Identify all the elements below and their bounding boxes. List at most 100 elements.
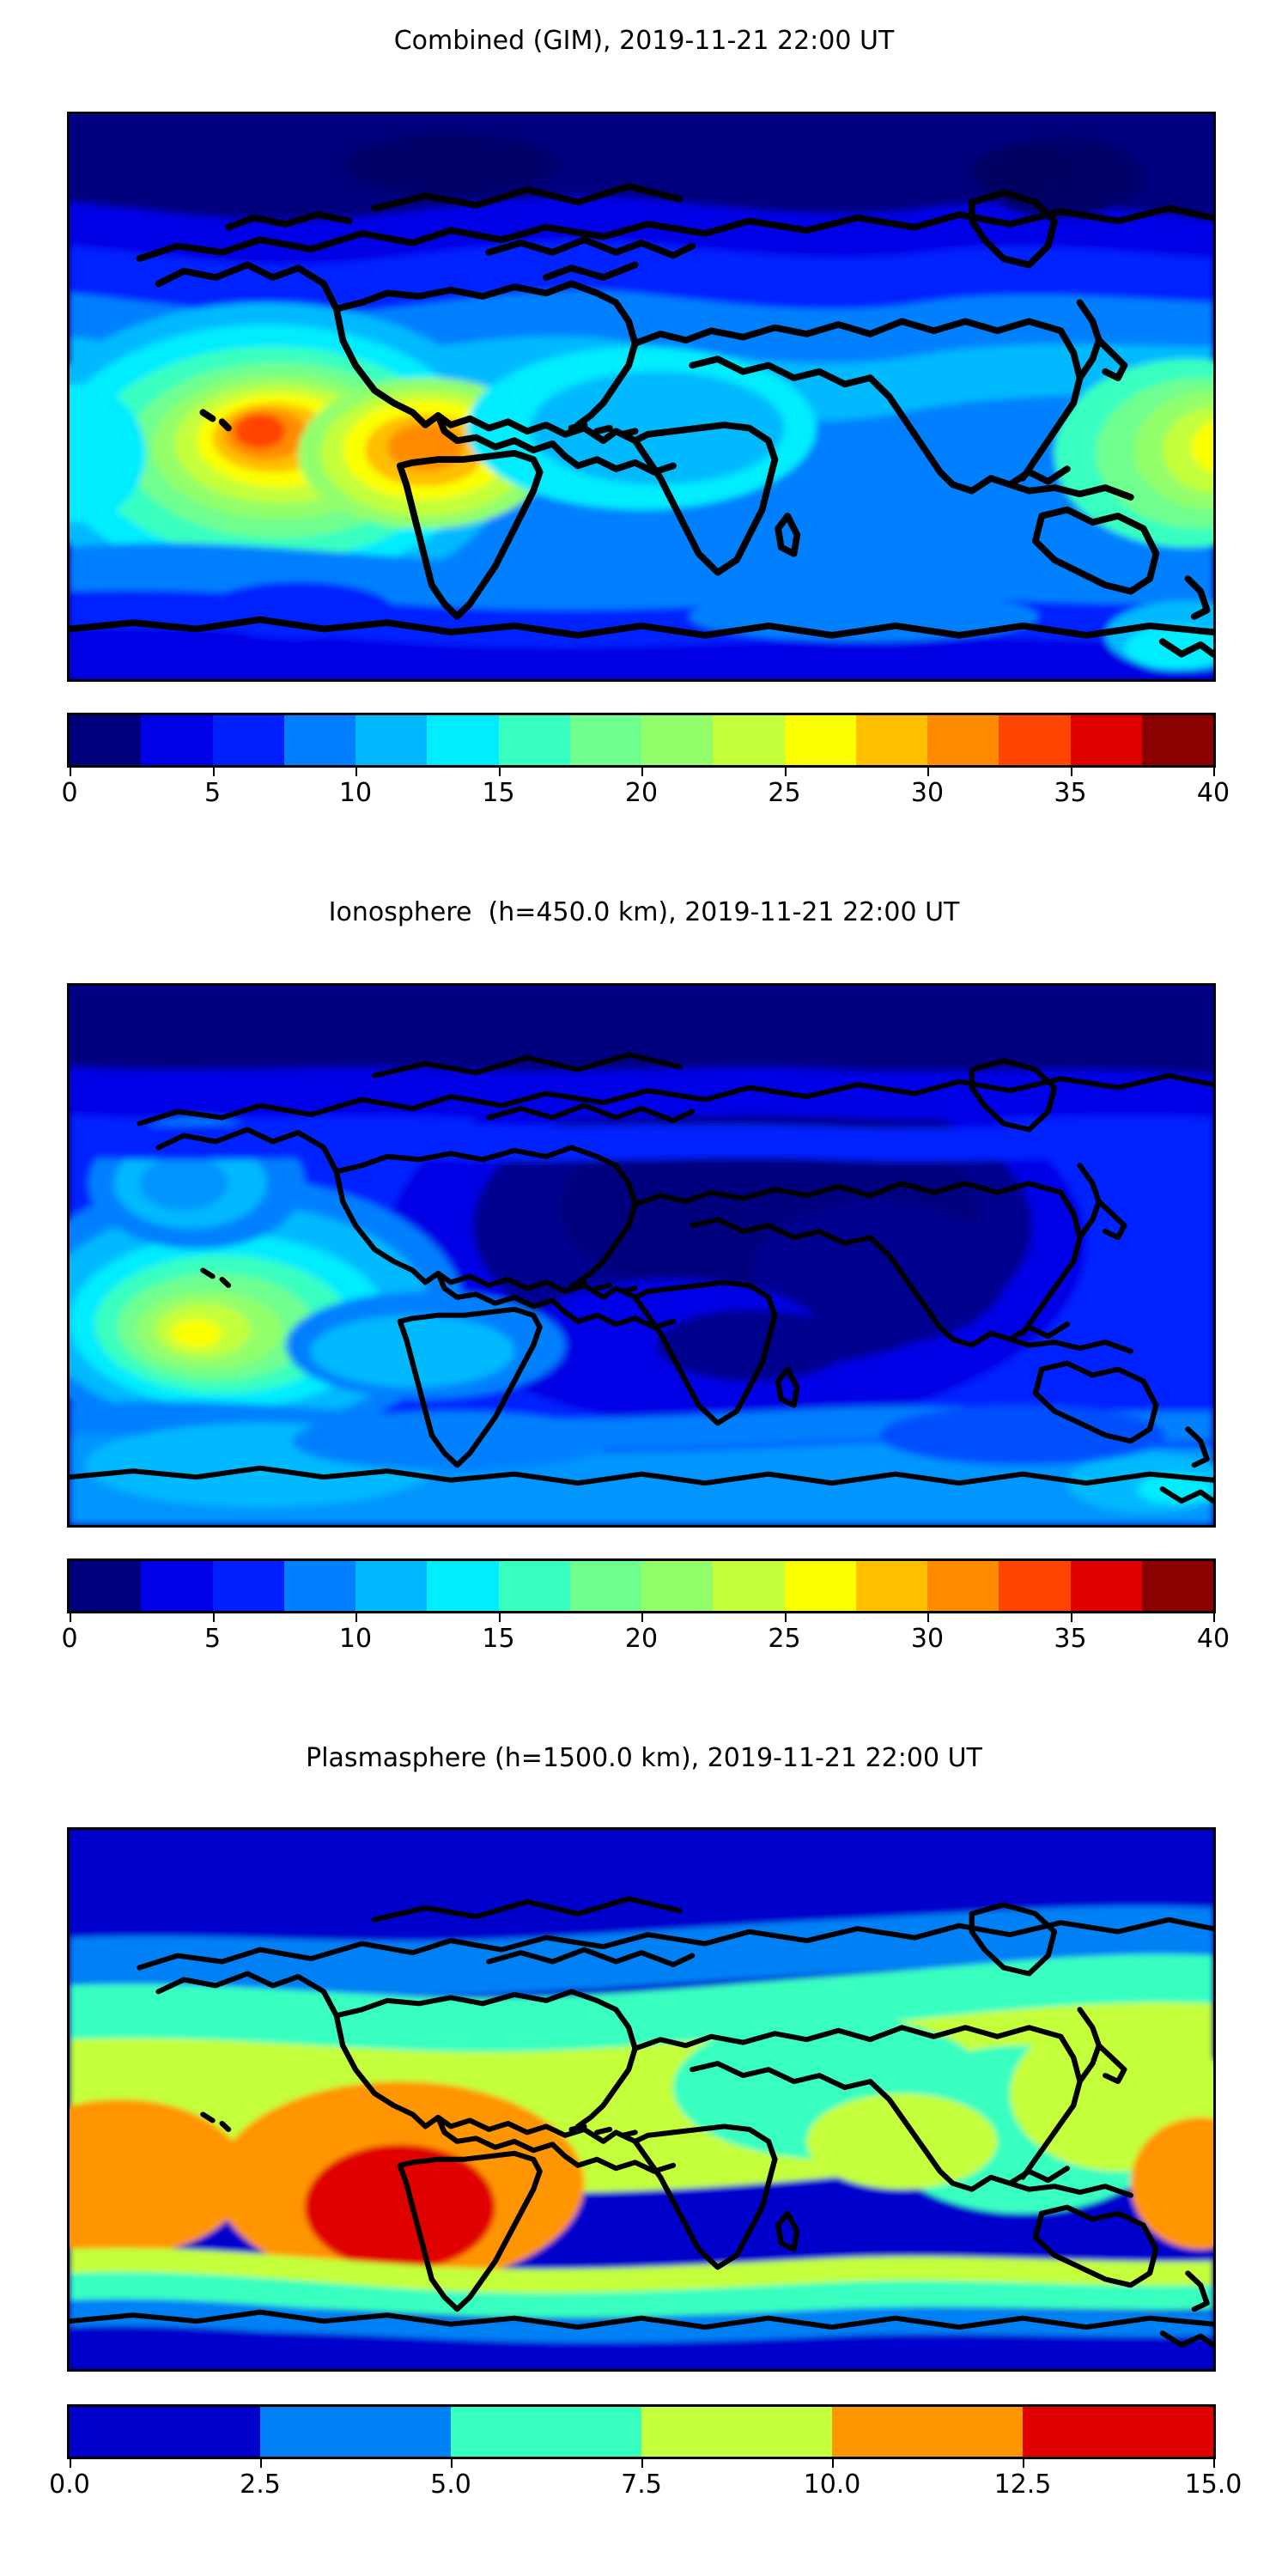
- colorbar-tick-label: 5: [204, 1624, 222, 1654]
- colorbar-segment: [999, 1561, 1071, 1611]
- colorbar-tick-label: 12.5: [993, 2470, 1052, 2500]
- coastline-overlay: [70, 183, 1213, 658]
- colorbar-tick-label: 35: [1054, 778, 1087, 808]
- panel-title-combined: Combined (GIM), 2019-11-21 22:00 UT: [393, 26, 895, 56]
- colorbar-tick: [1023, 2457, 1024, 2468]
- panel-combined: Combined (GIM), 2019-11-21 22:00 UT: [0, 26, 1288, 56]
- colorbar-segment: [1141, 715, 1213, 765]
- colorbar-plasmasphere: [67, 2404, 1216, 2459]
- colorbar-segment: [141, 1561, 213, 1611]
- colorbar-segment: [999, 715, 1071, 765]
- colorbar-tick: [641, 1611, 643, 1622]
- colorbar-ticks-combined: [70, 765, 1215, 777]
- colorbar-segment: [713, 715, 785, 765]
- colorbar-segment: [355, 715, 428, 765]
- colorbar-segment: [784, 715, 856, 765]
- colorbar-segment: [784, 1561, 856, 1611]
- colorbar-tick-label: 20: [624, 1624, 659, 1654]
- colorbar-segment: [855, 715, 927, 765]
- colorbar-tick-label: 15.0: [1184, 2470, 1242, 2500]
- colorbar-tick: [641, 2457, 643, 2468]
- colorbar-tick: [832, 2457, 834, 2468]
- panel-ionosphere: Ionosphere (h=450.0 km), 2019-11-21 22:0…: [0, 897, 1288, 927]
- colorbar-tick-label: 40: [1196, 1624, 1230, 1654]
- map-ionosphere: [67, 983, 1216, 1528]
- colorbar-tick: [1070, 1611, 1072, 1622]
- panel-title-plasmasphere: Plasmasphere (h=1500.0 km), 2019-11-21 2…: [306, 1743, 982, 1773]
- colorbar-tick-label: 0.0: [49, 2470, 90, 2500]
- colorbar-tick: [260, 2457, 262, 2468]
- colorbar-tick: [784, 1611, 787, 1622]
- colorbar-ticks-plasmasphere: [70, 2457, 1215, 2469]
- colorbar-tick-label: 7.5: [621, 2470, 662, 2500]
- colorbar-tick-label: 25: [768, 1624, 801, 1654]
- colorbar-tick-label: 35: [1054, 1624, 1087, 1654]
- colorbar-segment: [141, 715, 213, 765]
- colorbar-segment: [641, 1561, 714, 1611]
- map-combined: [67, 112, 1216, 682]
- colorbar-tick-label: 40: [1196, 778, 1230, 808]
- colorbar-segment: [1141, 1561, 1213, 1611]
- colorbar-tick-label: 25: [768, 778, 801, 808]
- colorbar-segment: [260, 2407, 451, 2457]
- colorbar-tick: [451, 2457, 453, 2468]
- colorbar-tick-label: 30: [910, 1624, 945, 1654]
- colorbar-labels-plasmasphere: 0.0 2.5 5.0 7.5 10.0 12.5 15.0: [49, 2470, 1242, 2504]
- colorbar-tick: [1070, 765, 1072, 776]
- colorbar-segment: [451, 2407, 641, 2457]
- colorbar-segment: [569, 1561, 641, 1611]
- colorbar-segment: [713, 1561, 785, 1611]
- colorbar-ionosphere: [67, 1558, 1216, 1613]
- colorbar-tick-label: 10: [338, 1624, 373, 1654]
- colorbar-tick-label: 0: [61, 778, 78, 808]
- colorbar-segment: [927, 715, 999, 765]
- colorbar-tick-label: 2.5: [240, 2470, 281, 2500]
- colorbar-tick: [70, 2457, 71, 2468]
- colorbar-tick: [70, 765, 71, 776]
- colorbar-tick: [498, 765, 501, 776]
- colorbar-tick: [1213, 2457, 1215, 2468]
- colorbar-segment: [855, 1561, 927, 1611]
- colorbar-segment: [832, 2407, 1023, 2457]
- colorbar-tick: [927, 765, 929, 776]
- colorbar-tick-label: 0: [61, 1624, 78, 1654]
- colorbar-tick-label: 10: [338, 778, 373, 808]
- colorbar-tick: [1213, 1611, 1215, 1622]
- colorbar-segment: [1023, 2407, 1213, 2457]
- colorbar-segment: [70, 2407, 260, 2457]
- colorbar-segment: [1070, 715, 1142, 765]
- colorbar-tick: [355, 1611, 357, 1622]
- colorbar-tick-label: 10.0: [803, 2470, 861, 2500]
- colorbar-tick: [641, 765, 643, 776]
- colorbar-segment: [927, 1561, 999, 1611]
- colorbar-tick-label: 15: [482, 1624, 515, 1654]
- colorbar-segment: [498, 1561, 570, 1611]
- colorbar-tick-label: 20: [624, 778, 659, 808]
- colorbar-tick-label: 30: [910, 778, 945, 808]
- colorbar-tick-label: 5: [204, 778, 222, 808]
- colorbar-segment: [70, 715, 142, 765]
- colorbar-tick-label: 5.0: [430, 2470, 471, 2500]
- colorbar-segment: [70, 1561, 142, 1611]
- colorbar-tick: [212, 765, 215, 776]
- coastline-overlay: [70, 1896, 1213, 2348]
- colorbar-segment: [1070, 1561, 1142, 1611]
- colorbar-labels-combined: 0 5 10 15 20 25 30 35 40: [61, 778, 1230, 812]
- colorbar-segment: [569, 715, 641, 765]
- map-plasmasphere: [67, 1827, 1216, 2372]
- colorbar-segment: [355, 1561, 428, 1611]
- colorbar-tick: [355, 765, 357, 776]
- colorbar-segment: [283, 1561, 355, 1611]
- colorbar-tick: [784, 765, 787, 776]
- colorbar-tick: [212, 1611, 215, 1622]
- colorbar-labels-ionosphere: 0 5 10 15 20 25 30 35 40: [61, 1624, 1230, 1658]
- colorbar-segment: [427, 715, 499, 765]
- colorbar-ticks-ionosphere: [70, 1611, 1215, 1623]
- colorbar-segment: [212, 715, 284, 765]
- colorbar-tick: [927, 1611, 929, 1622]
- colorbar-segment: [427, 1561, 499, 1611]
- colorbar-tick: [1213, 765, 1215, 776]
- colorbar-segment: [641, 715, 714, 765]
- colorbar-tick-label: 15: [482, 778, 515, 808]
